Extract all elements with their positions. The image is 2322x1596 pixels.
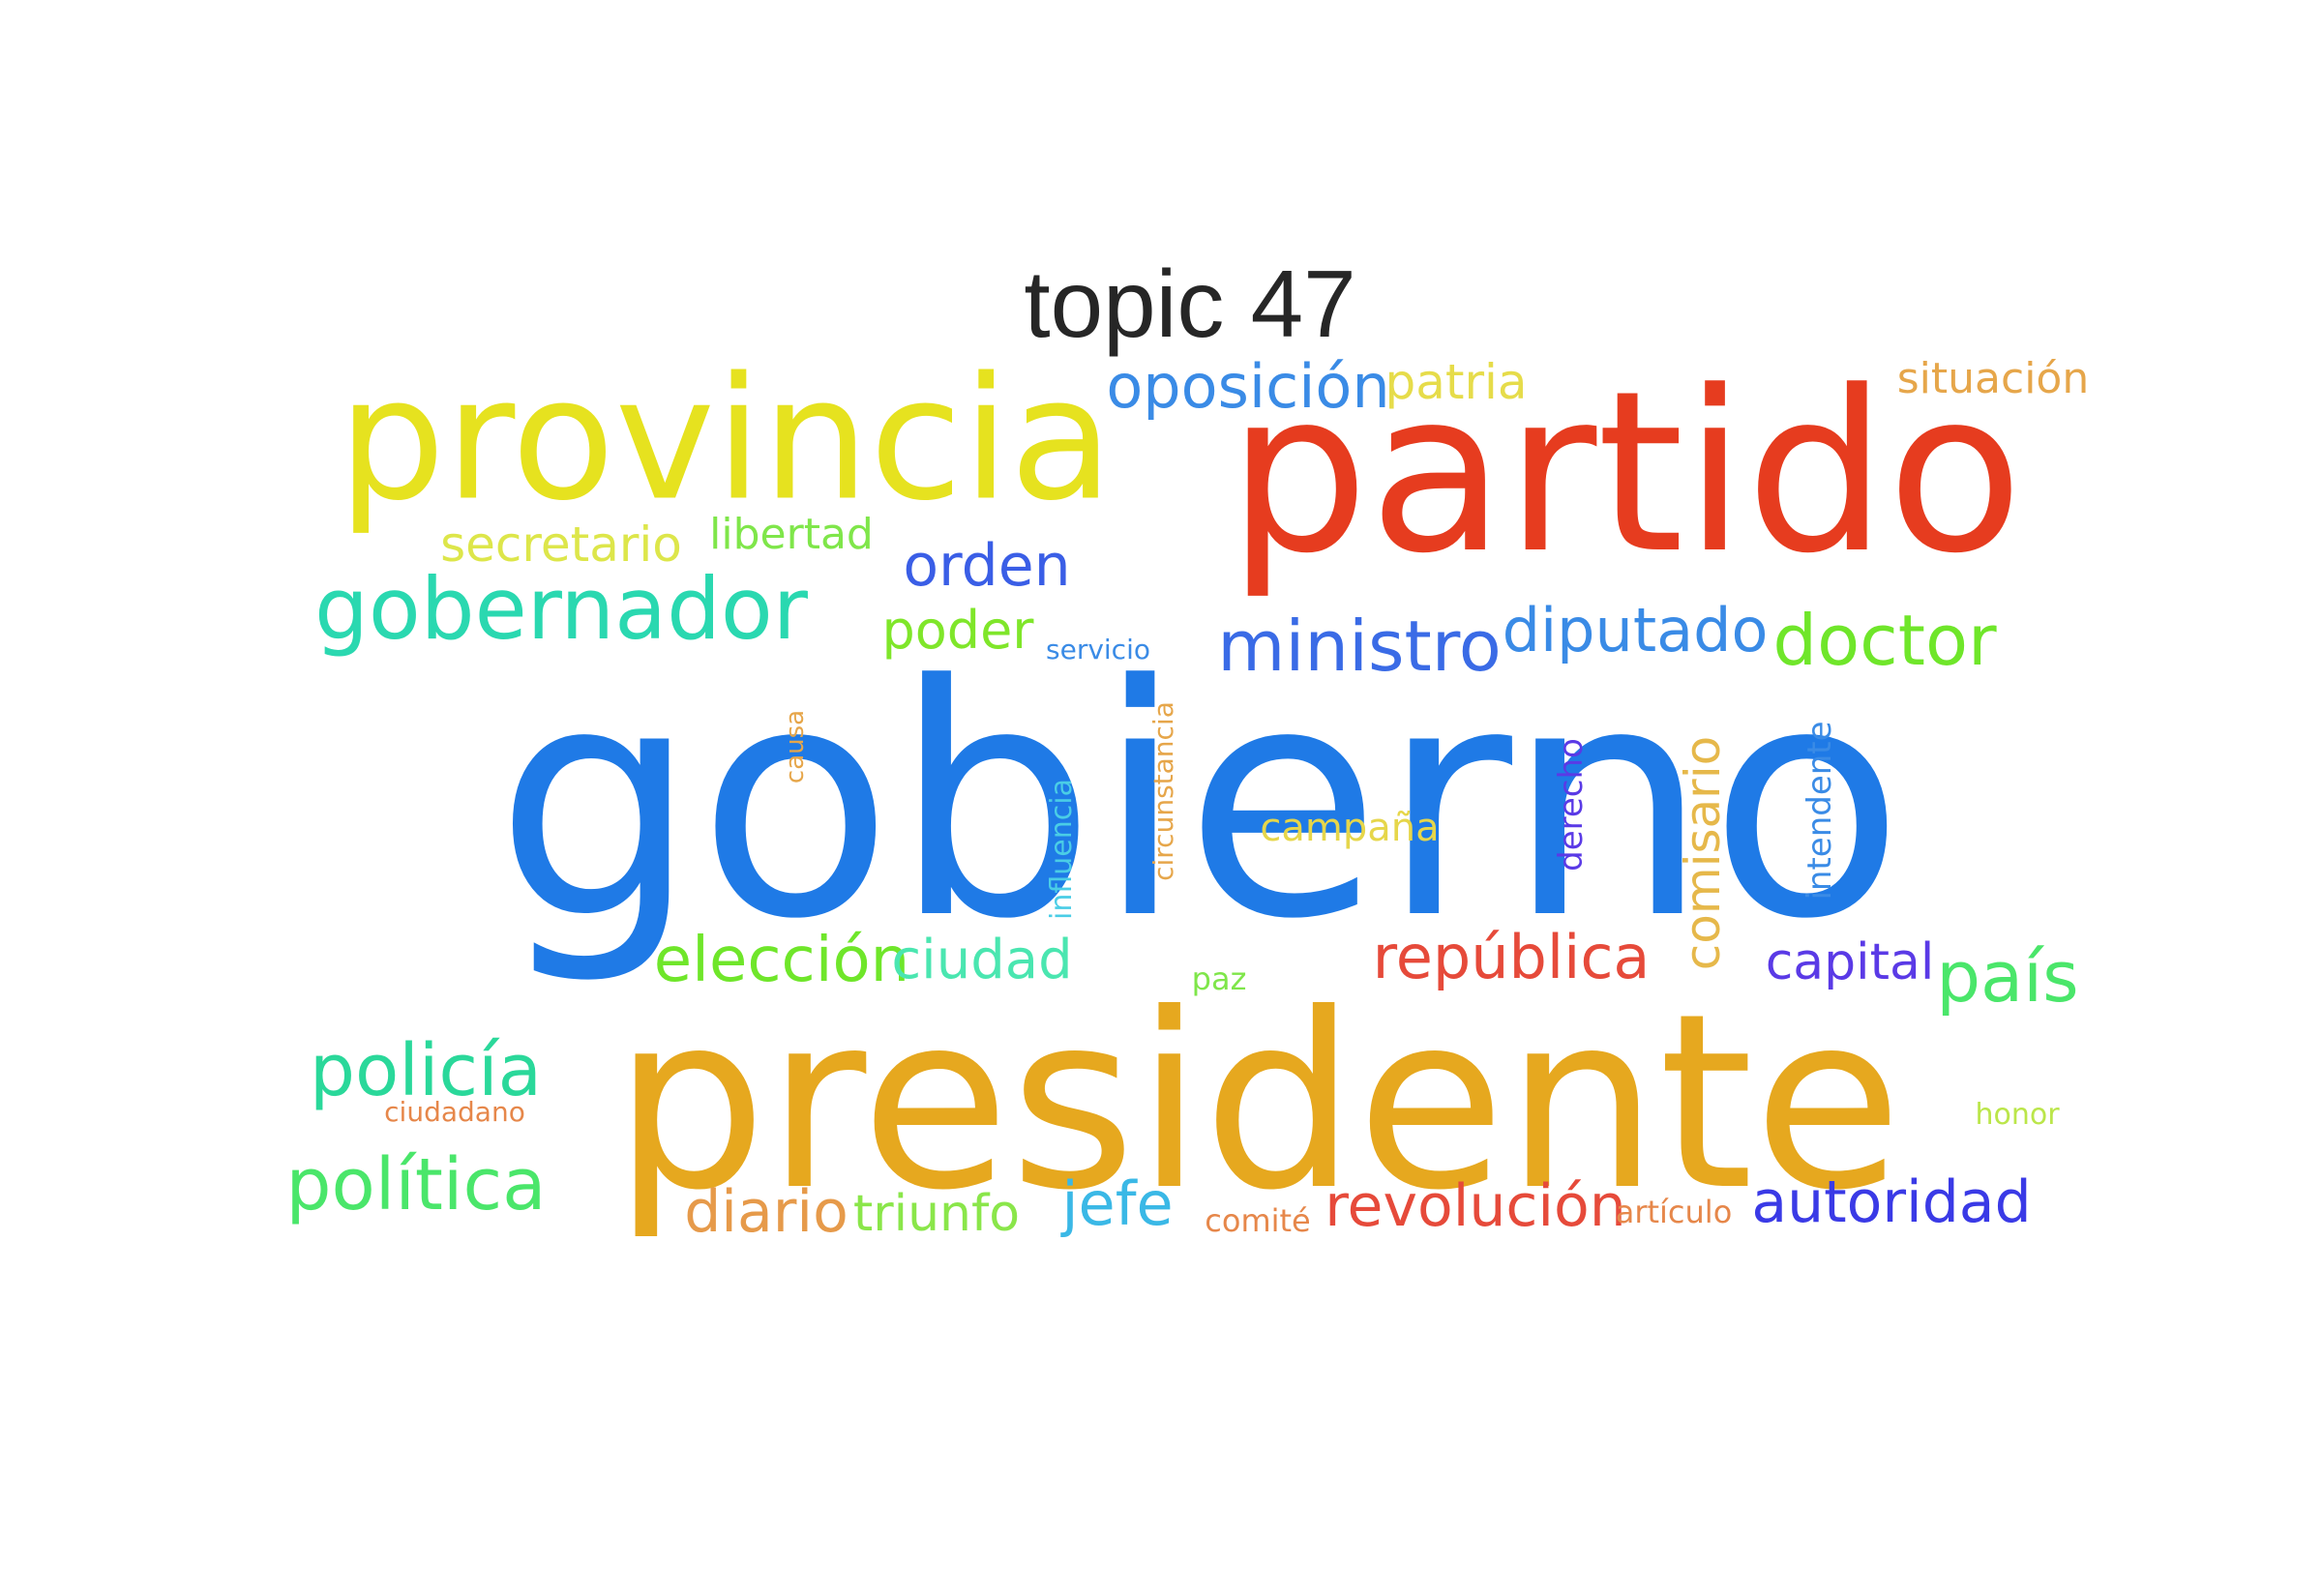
- word-servicio: servicio: [1046, 634, 1150, 665]
- word-circunstancia: circunstancia: [1147, 701, 1179, 881]
- word-ministro: ministro: [1217, 606, 1502, 687]
- word-paz: paz: [1191, 961, 1247, 997]
- word-triunfo: triunfo: [852, 1185, 1021, 1243]
- word-partido: partido: [1227, 344, 2024, 603]
- word-poder: poder: [881, 600, 1034, 661]
- word-gobernador: gobernador: [314, 559, 808, 659]
- word-provincia: provincia: [338, 341, 1114, 539]
- word-república: república: [1372, 922, 1651, 992]
- word-honor: honor: [1975, 1098, 2060, 1132]
- word-política: política: [285, 1143, 547, 1227]
- word-situación: situación: [1896, 354, 2090, 403]
- word-policía: policía: [310, 1029, 542, 1112]
- word-intendente: intendente: [1801, 721, 1839, 901]
- word-presidente: presidente: [612, 961, 1903, 1243]
- word-ciudadano: ciudadano: [384, 1096, 525, 1128]
- word-ciudad: ciudad: [891, 929, 1073, 991]
- word-comisario: comisario: [1675, 735, 1731, 971]
- word-gobierno: gobierno: [494, 617, 1905, 989]
- word-oposición: oposición: [1106, 351, 1390, 422]
- word-capital: capital: [1765, 933, 1935, 991]
- word-orden: orden: [903, 532, 1071, 600]
- word-influencia: influencia: [1045, 779, 1079, 920]
- word-secretario: secretario: [440, 517, 682, 573]
- word-patria: patria: [1384, 354, 1528, 410]
- word-derecho: derecho: [1552, 738, 1591, 872]
- word-artículo: artículo: [1615, 1194, 1733, 1230]
- word-elección: elección: [653, 925, 910, 996]
- word-autoridad: autoridad: [1751, 1168, 2032, 1236]
- word-diputado: diputado: [1502, 595, 1769, 665]
- chart-title: topic 47: [1024, 251, 1356, 357]
- word-campaña: campaña: [1260, 806, 1440, 850]
- word-libertad: libertad: [709, 510, 874, 559]
- word-diario: diario: [684, 1178, 848, 1246]
- word-país: país: [1936, 936, 2079, 1018]
- word-jefe: jefe: [1061, 1168, 1174, 1239]
- word-doctor: doctor: [1772, 600, 1997, 681]
- word-comité: comité: [1205, 1202, 1311, 1239]
- word-causa: causa: [781, 709, 810, 784]
- word-revolución: revolución: [1325, 1172, 1626, 1240]
